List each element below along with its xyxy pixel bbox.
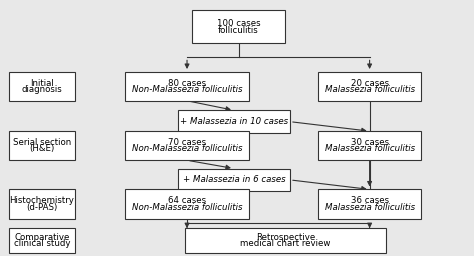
Text: (d-PAS): (d-PAS) (26, 203, 57, 212)
FancyBboxPatch shape (318, 189, 421, 219)
FancyBboxPatch shape (9, 131, 75, 160)
FancyBboxPatch shape (178, 168, 290, 191)
FancyBboxPatch shape (125, 131, 249, 160)
FancyBboxPatch shape (9, 189, 75, 219)
Text: Non-Malassezia folliculitis: Non-Malassezia folliculitis (132, 203, 242, 212)
Text: medical chart review: medical chart review (240, 239, 330, 248)
Text: Retrospective: Retrospective (255, 233, 315, 242)
FancyBboxPatch shape (185, 228, 386, 253)
Text: 20 cases: 20 cases (351, 79, 389, 88)
Text: Histochemistry: Histochemistry (9, 196, 74, 205)
Text: Serial section: Serial section (13, 138, 71, 147)
FancyBboxPatch shape (9, 72, 75, 101)
Text: 100 cases: 100 cases (217, 19, 260, 28)
FancyBboxPatch shape (318, 72, 421, 101)
Text: 30 cases: 30 cases (351, 138, 389, 147)
Text: Non-Malassezia folliculitis: Non-Malassezia folliculitis (132, 85, 242, 94)
Text: diagnosis: diagnosis (21, 85, 62, 94)
FancyBboxPatch shape (318, 131, 421, 160)
Text: + Malassezia in 10 cases: + Malassezia in 10 cases (180, 117, 288, 126)
Text: Malassezia folliculitis: Malassezia folliculitis (325, 85, 415, 94)
FancyBboxPatch shape (191, 10, 285, 43)
Text: folliculitis: folliculitis (218, 26, 259, 35)
Text: Malassezia folliculitis: Malassezia folliculitis (325, 144, 415, 153)
Text: 64 cases: 64 cases (168, 196, 206, 205)
Text: Comparative: Comparative (14, 233, 70, 242)
Text: 80 cases: 80 cases (168, 79, 206, 88)
FancyBboxPatch shape (125, 72, 249, 101)
Text: Malassezia folliculitis: Malassezia folliculitis (325, 203, 415, 212)
Text: Non-Malassezia folliculitis: Non-Malassezia folliculitis (132, 144, 242, 153)
FancyBboxPatch shape (9, 228, 75, 253)
Text: 36 cases: 36 cases (351, 196, 389, 205)
Text: 70 cases: 70 cases (168, 138, 206, 147)
FancyBboxPatch shape (178, 110, 290, 133)
Text: + Malassezia in 6 cases: + Malassezia in 6 cases (182, 175, 285, 184)
FancyBboxPatch shape (125, 189, 249, 219)
Text: clinical study: clinical study (14, 239, 70, 248)
Text: Initial: Initial (30, 79, 54, 88)
Text: (H&E): (H&E) (29, 144, 55, 153)
